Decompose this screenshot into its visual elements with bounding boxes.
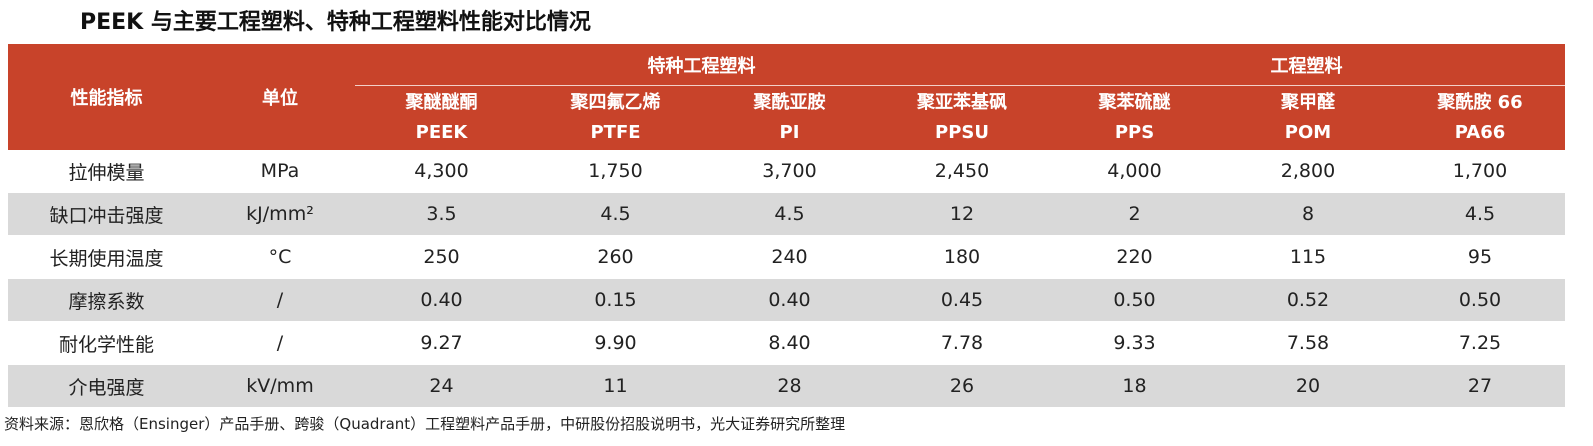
value-cell: 220: [1048, 235, 1221, 279]
value-cell: 1,700: [1395, 150, 1565, 193]
value-cell: 4,300: [355, 150, 528, 193]
value-cell: 27: [1395, 364, 1565, 408]
value-cell: 18: [1048, 364, 1221, 408]
value-cell: 4.5: [703, 192, 876, 236]
table-row: 摩擦系数/0.40 0.15 0.40 0.45 0.50 0.52 0.50: [8, 278, 1565, 322]
value-cell: 9.90: [528, 321, 703, 365]
value-cell: 0.45: [876, 278, 1048, 322]
value-cell: 0.50: [1395, 278, 1565, 322]
value-cell: 4.5: [528, 192, 703, 236]
value-cell: 95: [1395, 235, 1565, 279]
column-name: 聚苯硫醚: [1098, 92, 1171, 113]
value-cell: 2,450: [876, 150, 1048, 193]
table-row: 缺口冲击强度 kJ/mm² 3.5 4.5 4.5 12 2 8 4.5: [8, 192, 1565, 236]
column-name: 聚醚醚酮: [405, 92, 478, 113]
value-cell: 24: [355, 364, 528, 408]
column-header: 聚酰胺 66 PA66: [1395, 85, 1565, 150]
value-cell: 0.40: [703, 278, 876, 322]
column-header: 聚四氟乙烯 PTFE: [528, 85, 703, 150]
metric-cell: 耐化学性能: [8, 321, 205, 365]
value-cell: 115: [1221, 235, 1395, 279]
header-cell: 性能指标: [8, 44, 205, 150]
metric-cell: 拉伸模量: [8, 150, 205, 193]
value-cell: 20: [1221, 364, 1395, 408]
value-cell: 3,700: [703, 150, 876, 193]
value-cell: 240: [703, 235, 876, 279]
value-cell: 9.27: [355, 321, 528, 365]
column-name: 聚亚苯基砜: [917, 92, 1007, 113]
unit-cell: kV/mm: [205, 364, 355, 408]
column-header: 聚酰亚胺 PI: [703, 85, 876, 150]
value-cell: 0.50: [1048, 278, 1221, 322]
value-cell: 7.58: [1221, 321, 1395, 365]
value-cell: 28: [703, 364, 876, 408]
value-cell: 7.25: [1395, 321, 1565, 365]
group-header: 特种工程塑料: [355, 44, 1048, 86]
value-cell: 4.5: [1395, 192, 1565, 236]
value-cell: 26: [876, 364, 1048, 408]
value-cell: 9.33: [1048, 321, 1221, 365]
metric-cell: 介电强度: [8, 364, 205, 408]
value-cell: 4,000: [1048, 150, 1221, 193]
source-note: 资料来源：恩欣格（Ensinger）产品手册、跨骏（Quadrant）工程塑料产…: [4, 415, 846, 433]
value-cell: 0.15: [528, 278, 703, 322]
column-name: 聚四氟乙烯: [570, 92, 661, 113]
header-cell: 单位: [205, 44, 355, 150]
table-row: 介电强度 kV/mm 24 11 28 26 18 20 27: [8, 364, 1565, 408]
column-header: 聚甲醛 POM: [1221, 85, 1395, 150]
value-cell: 3.5: [355, 192, 528, 236]
value-cell: 250: [355, 235, 528, 279]
value-cell: 12: [876, 192, 1048, 236]
column-name: 聚酰亚胺: [753, 92, 826, 113]
unit-cell: kJ/mm²: [205, 192, 355, 236]
value-cell: 180: [876, 235, 1048, 279]
value-cell: 8.40: [703, 321, 876, 365]
column-code: POM: [1284, 122, 1332, 143]
value-cell: 7.78: [876, 321, 1048, 365]
comparison-table: 性能指标 单位 特种工程塑料 工程塑料 聚醚醚酮 PEEK 聚四氟乙烯 PTFE 聚酰亚…: [8, 44, 1565, 408]
table-row: 长期使用温度 °C 250 260 240 180 220 115 95: [8, 235, 1565, 279]
metric-cell: 摩擦系数: [8, 278, 205, 322]
value-cell: 2: [1048, 192, 1221, 236]
column-name: 聚酰胺 66: [1437, 92, 1523, 113]
value-cell: 2,800: [1221, 150, 1395, 193]
metric-cell: 缺口冲击强度: [8, 192, 205, 236]
value-cell: 260: [528, 235, 703, 279]
unit-cell: /: [205, 278, 355, 322]
unit-cell: /: [205, 321, 355, 365]
column-code: PPS: [1114, 122, 1155, 143]
value-cell: 11: [528, 364, 703, 408]
value-cell: 8: [1221, 192, 1395, 236]
table-row: 拉伸模量 MPa 4,300 1,750 3,700 2,450 4,000 2,800 1,7…: [8, 150, 1565, 193]
column-header: 聚醚醚酮 PEEK: [355, 85, 528, 150]
column-header: 聚苯硫醚 PPS: [1048, 85, 1221, 150]
value-cell: 0.52: [1221, 278, 1395, 322]
value-cell: 1,750: [528, 150, 703, 193]
unit-cell: °C: [205, 235, 355, 279]
metric-cell: 长期使用温度: [8, 235, 205, 279]
column-code: PPSU: [935, 122, 989, 143]
table-row: 耐化学性能/9.27 9.90 8.40 7.78 9.33 7.58 7.25: [8, 321, 1565, 365]
column-code: PI: [779, 122, 800, 143]
title: PEEK 与主要工程塑料、特种工程塑料性能对比情况: [80, 10, 591, 35]
column-name: 聚甲醛: [1281, 92, 1335, 113]
column-header: 聚亚苯基砜 PPSU: [876, 85, 1048, 150]
unit-cell: MPa: [205, 150, 355, 193]
column-code: PEEK: [415, 122, 468, 143]
column-code: PA66: [1454, 122, 1506, 143]
group-header: 工程塑料: [1048, 44, 1565, 86]
value-cell: 0.40: [355, 278, 528, 322]
column-code: PTFE: [590, 122, 641, 143]
